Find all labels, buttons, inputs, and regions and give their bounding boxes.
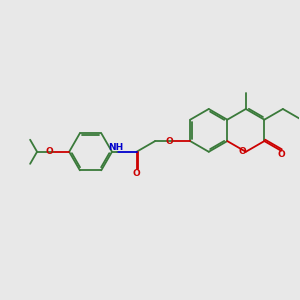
Text: O: O — [133, 169, 140, 178]
Text: O: O — [238, 147, 246, 156]
Text: O: O — [278, 150, 286, 159]
Text: NH: NH — [108, 143, 124, 152]
Text: O: O — [45, 147, 53, 156]
Text: O: O — [165, 136, 173, 146]
